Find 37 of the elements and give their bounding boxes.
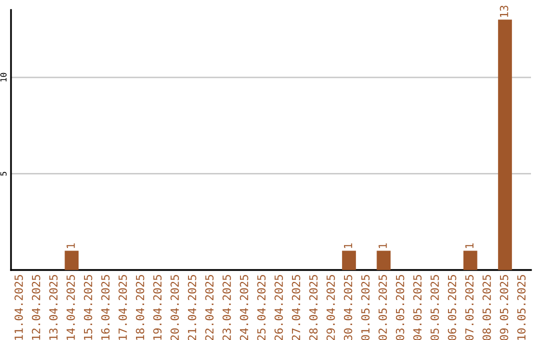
data-label: 13	[500, 6, 508, 17]
x-tick-label: 18.04.2025	[136, 275, 144, 340]
x-tick-label: 13.04.2025	[49, 275, 58, 340]
x-tick-label: 28.04.2025	[309, 275, 318, 340]
x-tick-label: 19.04.2025	[153, 275, 162, 340]
x-tick-label: 11.04.2025	[14, 275, 23, 340]
x-tick-label: 21.04.2025	[188, 275, 196, 340]
x-tick-label: 09.05.2025	[500, 275, 508, 340]
x-tick-label: 08.05.2025	[482, 275, 491, 340]
x-tick-label: 26.04.2025	[274, 275, 283, 340]
x-tick-label: 10.05.2025	[517, 275, 526, 340]
x-tick-label: 04.05.2025	[413, 275, 422, 340]
x-tick-label: 12.04.2025	[32, 275, 40, 340]
x-tick-label: 06.05.2025	[448, 275, 456, 340]
x-tick-label: 22.04.2025	[205, 275, 214, 340]
x-tick-label: 24.04.2025	[240, 275, 248, 340]
x-tick-label: 25.04.2025	[257, 275, 266, 340]
data-label: 1	[378, 243, 387, 248]
x-tick-label: 07.05.2025	[465, 275, 474, 340]
x-tick-label: 15.04.2025	[84, 275, 92, 340]
data-label: 1	[66, 243, 75, 248]
x-tick-label: 30.04.2025	[344, 275, 352, 340]
x-tick-label: 27.04.2025	[292, 275, 300, 340]
data-label: 1	[344, 243, 352, 248]
x-tick-label: 03.05.2025	[396, 275, 404, 340]
y-tick-label: 10	[0, 72, 7, 82]
x-tick-label: 20.04.2025	[170, 275, 179, 340]
y-tick-label: 5	[0, 172, 7, 176]
x-tick-label: 16.04.2025	[101, 275, 110, 340]
x-tick-label: 02.05.2025	[378, 275, 387, 340]
x-tick-label: 01.05.2025	[361, 275, 370, 340]
data-label: 1	[465, 243, 474, 248]
x-tick-label: 29.04.2025	[326, 275, 335, 340]
x-tick-label: 14.04.2025	[66, 275, 75, 340]
x-tick-label: 05.05.2025	[430, 275, 439, 340]
x-tick-label: 17.04.2025	[118, 275, 127, 340]
x-tick-label: 23.04.2025	[222, 275, 231, 340]
